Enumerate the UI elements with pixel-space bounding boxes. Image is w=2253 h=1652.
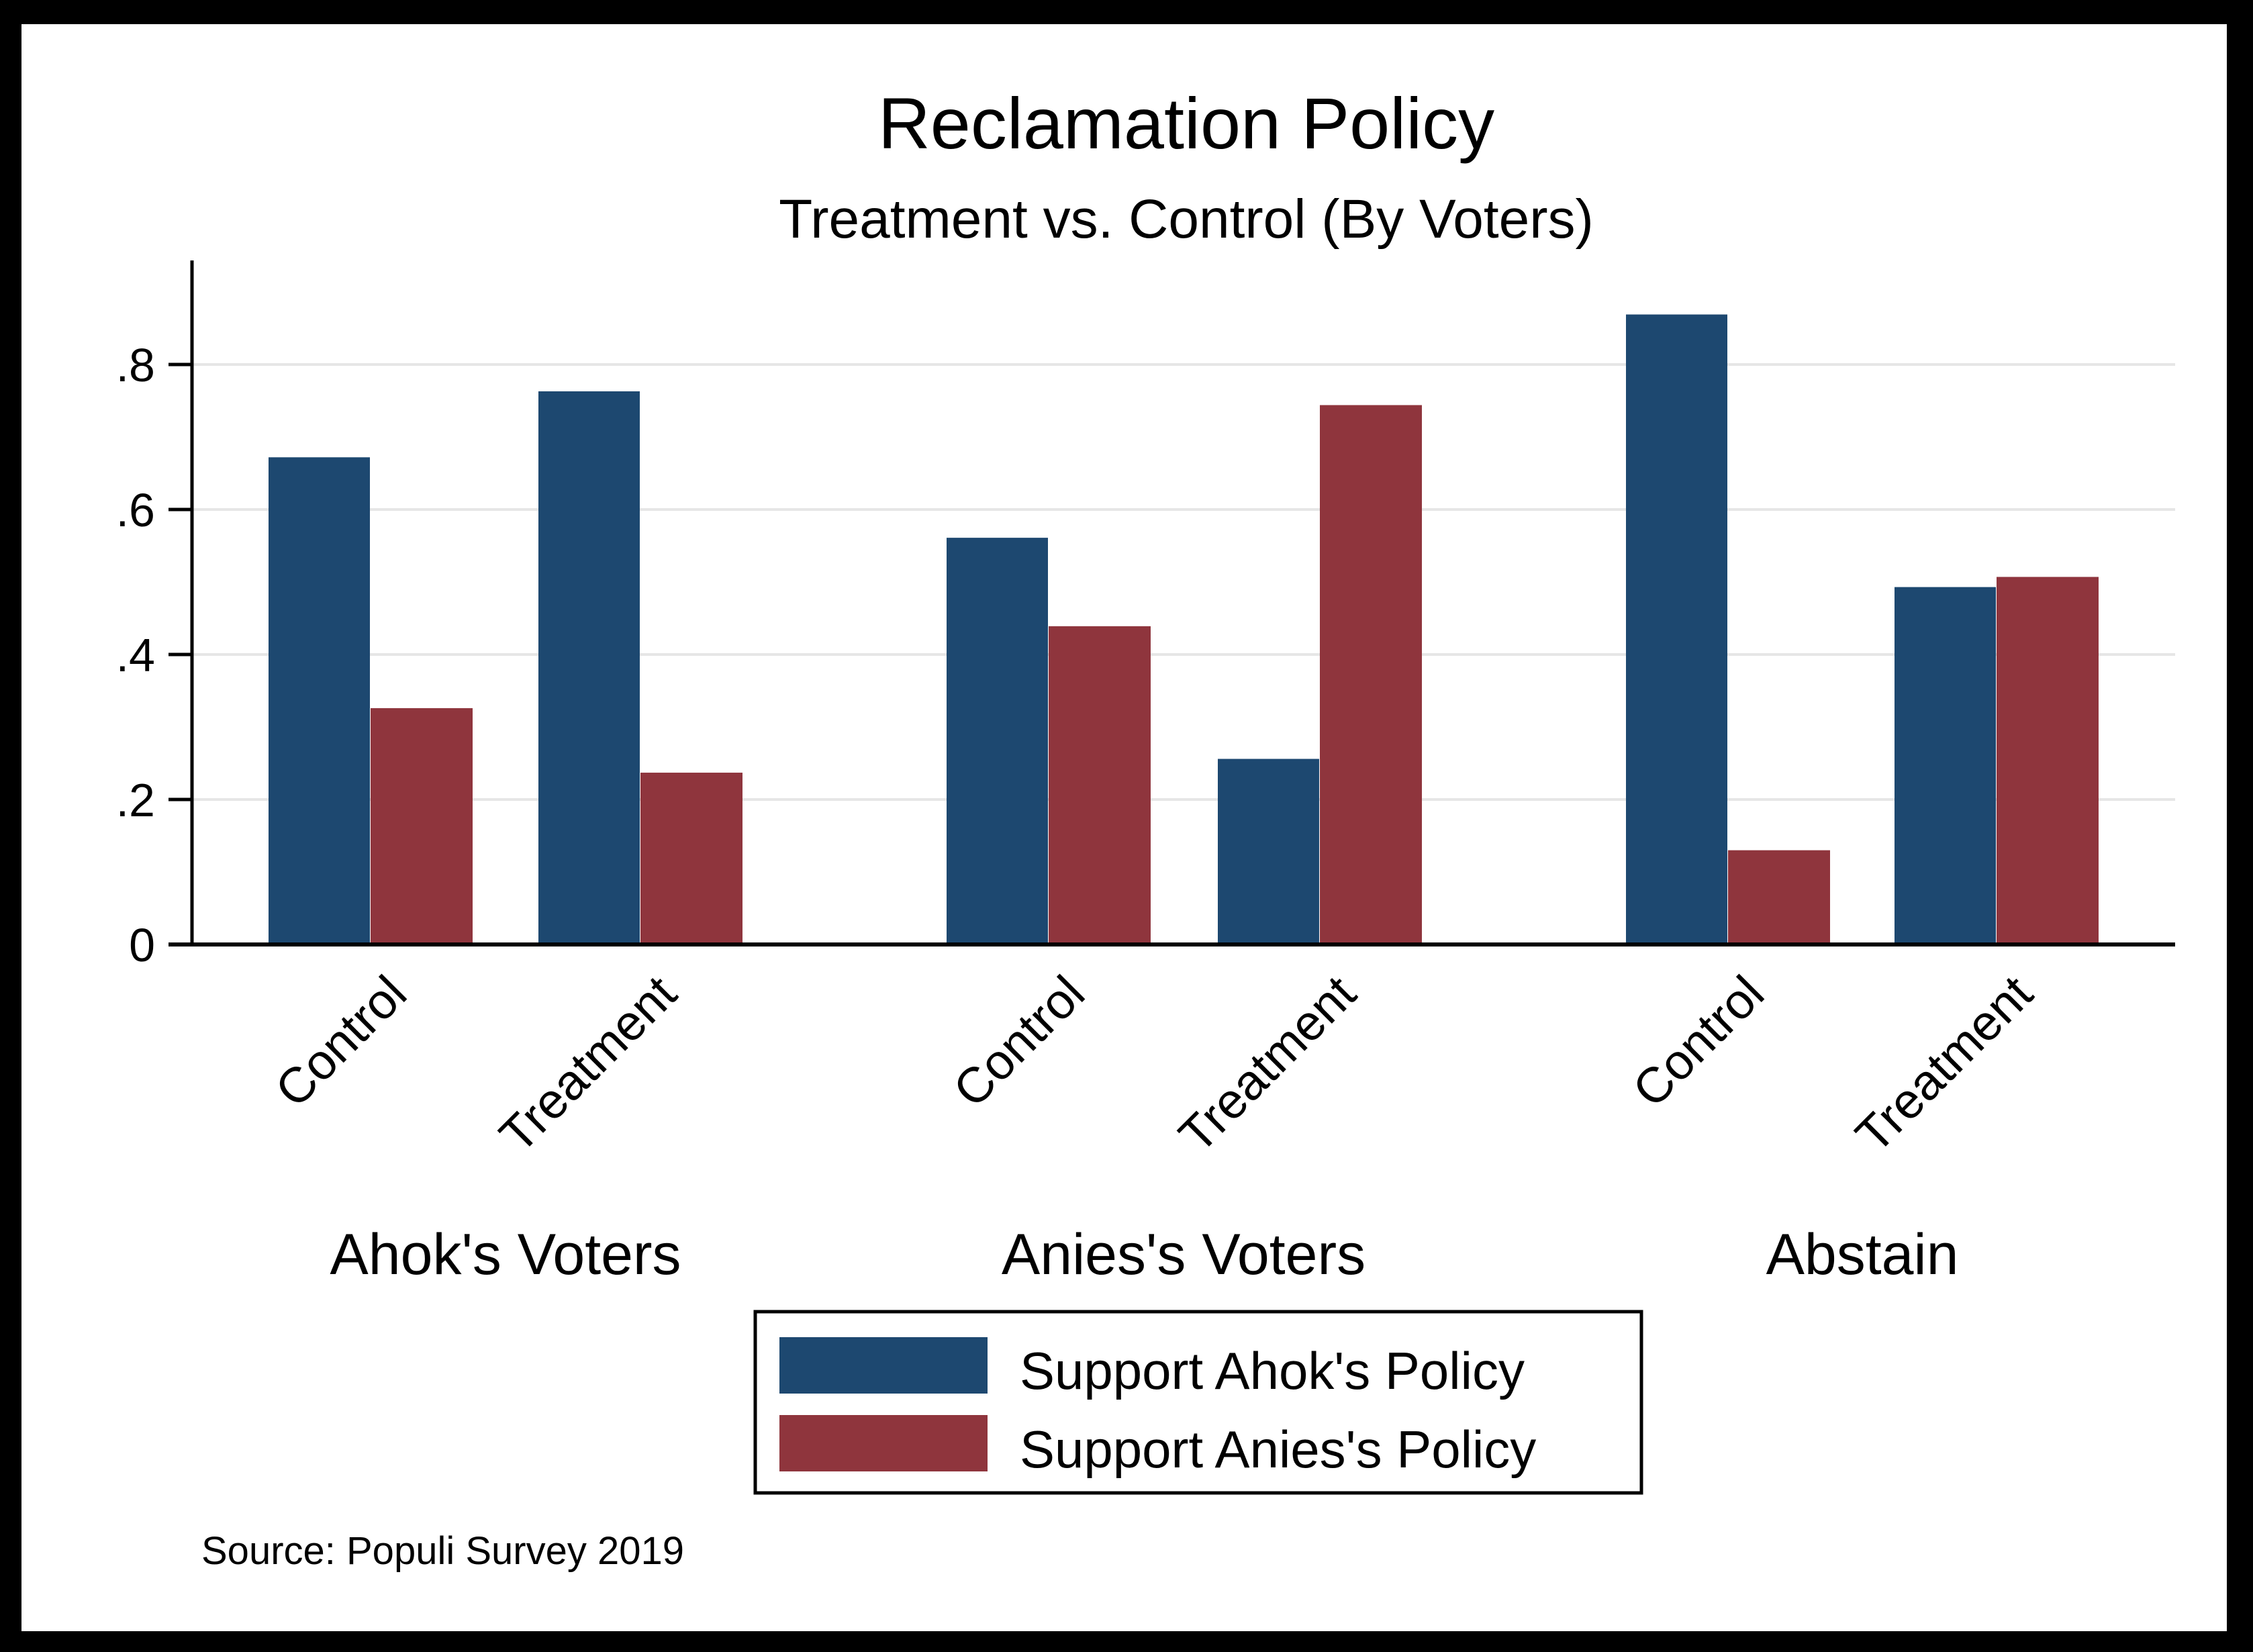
chart-title: Reclamation Policy xyxy=(878,83,1494,164)
y-tick-label: .8 xyxy=(116,339,155,391)
y-tick-label: .6 xyxy=(116,484,155,536)
x-category-label: Control xyxy=(1622,965,1774,1118)
group-label: Anies's Voters xyxy=(1002,1222,1365,1287)
legend-label-ahok: Support Ahok's Policy xyxy=(1020,1341,1525,1400)
bar-ahok-4 xyxy=(1626,314,1727,945)
bar-anies-4 xyxy=(1728,850,1830,944)
bar-anies-5 xyxy=(1997,577,2099,944)
y-tick-label: .2 xyxy=(116,774,155,826)
bar-ahok-2 xyxy=(947,538,1048,944)
chart-subtitle: Treatment vs. Control (By Voters) xyxy=(779,189,1594,250)
x-category-label: Control xyxy=(265,965,417,1118)
legend-swatch-ahok xyxy=(779,1337,988,1394)
x-category-label: Treatment xyxy=(489,965,687,1163)
chart: Reclamation Policy Treatment vs. Control… xyxy=(116,83,2175,1573)
y-tick-label: 0 xyxy=(129,919,155,971)
bar-ahok-5 xyxy=(1895,587,1996,944)
x-category-label: Treatment xyxy=(1168,965,1367,1163)
bar-anies-2 xyxy=(1049,626,1151,944)
bar-ahok-1 xyxy=(538,391,640,944)
bar-anies-3 xyxy=(1320,405,1422,944)
y-tick-label: .4 xyxy=(116,629,155,681)
bars xyxy=(269,314,2099,945)
legend: Support Ahok's Policy Support Anies's Po… xyxy=(753,1310,1643,1495)
y-ticks: 0 .2 .4 .6 .8 xyxy=(116,339,192,971)
bar-anies-0 xyxy=(371,708,473,944)
bar-ahok-0 xyxy=(269,457,370,944)
source-note: Source: Populi Survey 2019 xyxy=(201,1529,684,1573)
axes xyxy=(169,260,2175,946)
bar-ahok-3 xyxy=(1218,759,1319,944)
group-label: Abstain xyxy=(1766,1222,1959,1287)
group-labels: Ahok's Voters Anies's Voters Abstain xyxy=(330,1222,1958,1287)
x-category-label: Treatment xyxy=(1845,965,2044,1163)
group-label: Ahok's Voters xyxy=(330,1222,681,1287)
legend-swatch-anies xyxy=(779,1415,988,1471)
gridlines xyxy=(192,363,2175,801)
bar-anies-1 xyxy=(640,773,742,944)
x-category-label: Control xyxy=(943,965,1095,1118)
chart-canvas: Reclamation Policy Treatment vs. Control… xyxy=(21,22,2230,1631)
legend-label-anies: Support Anies's Policy xyxy=(1020,1420,1536,1479)
x-category-labels: Control Treatment Control Treatment Control T… xyxy=(265,965,2044,1163)
